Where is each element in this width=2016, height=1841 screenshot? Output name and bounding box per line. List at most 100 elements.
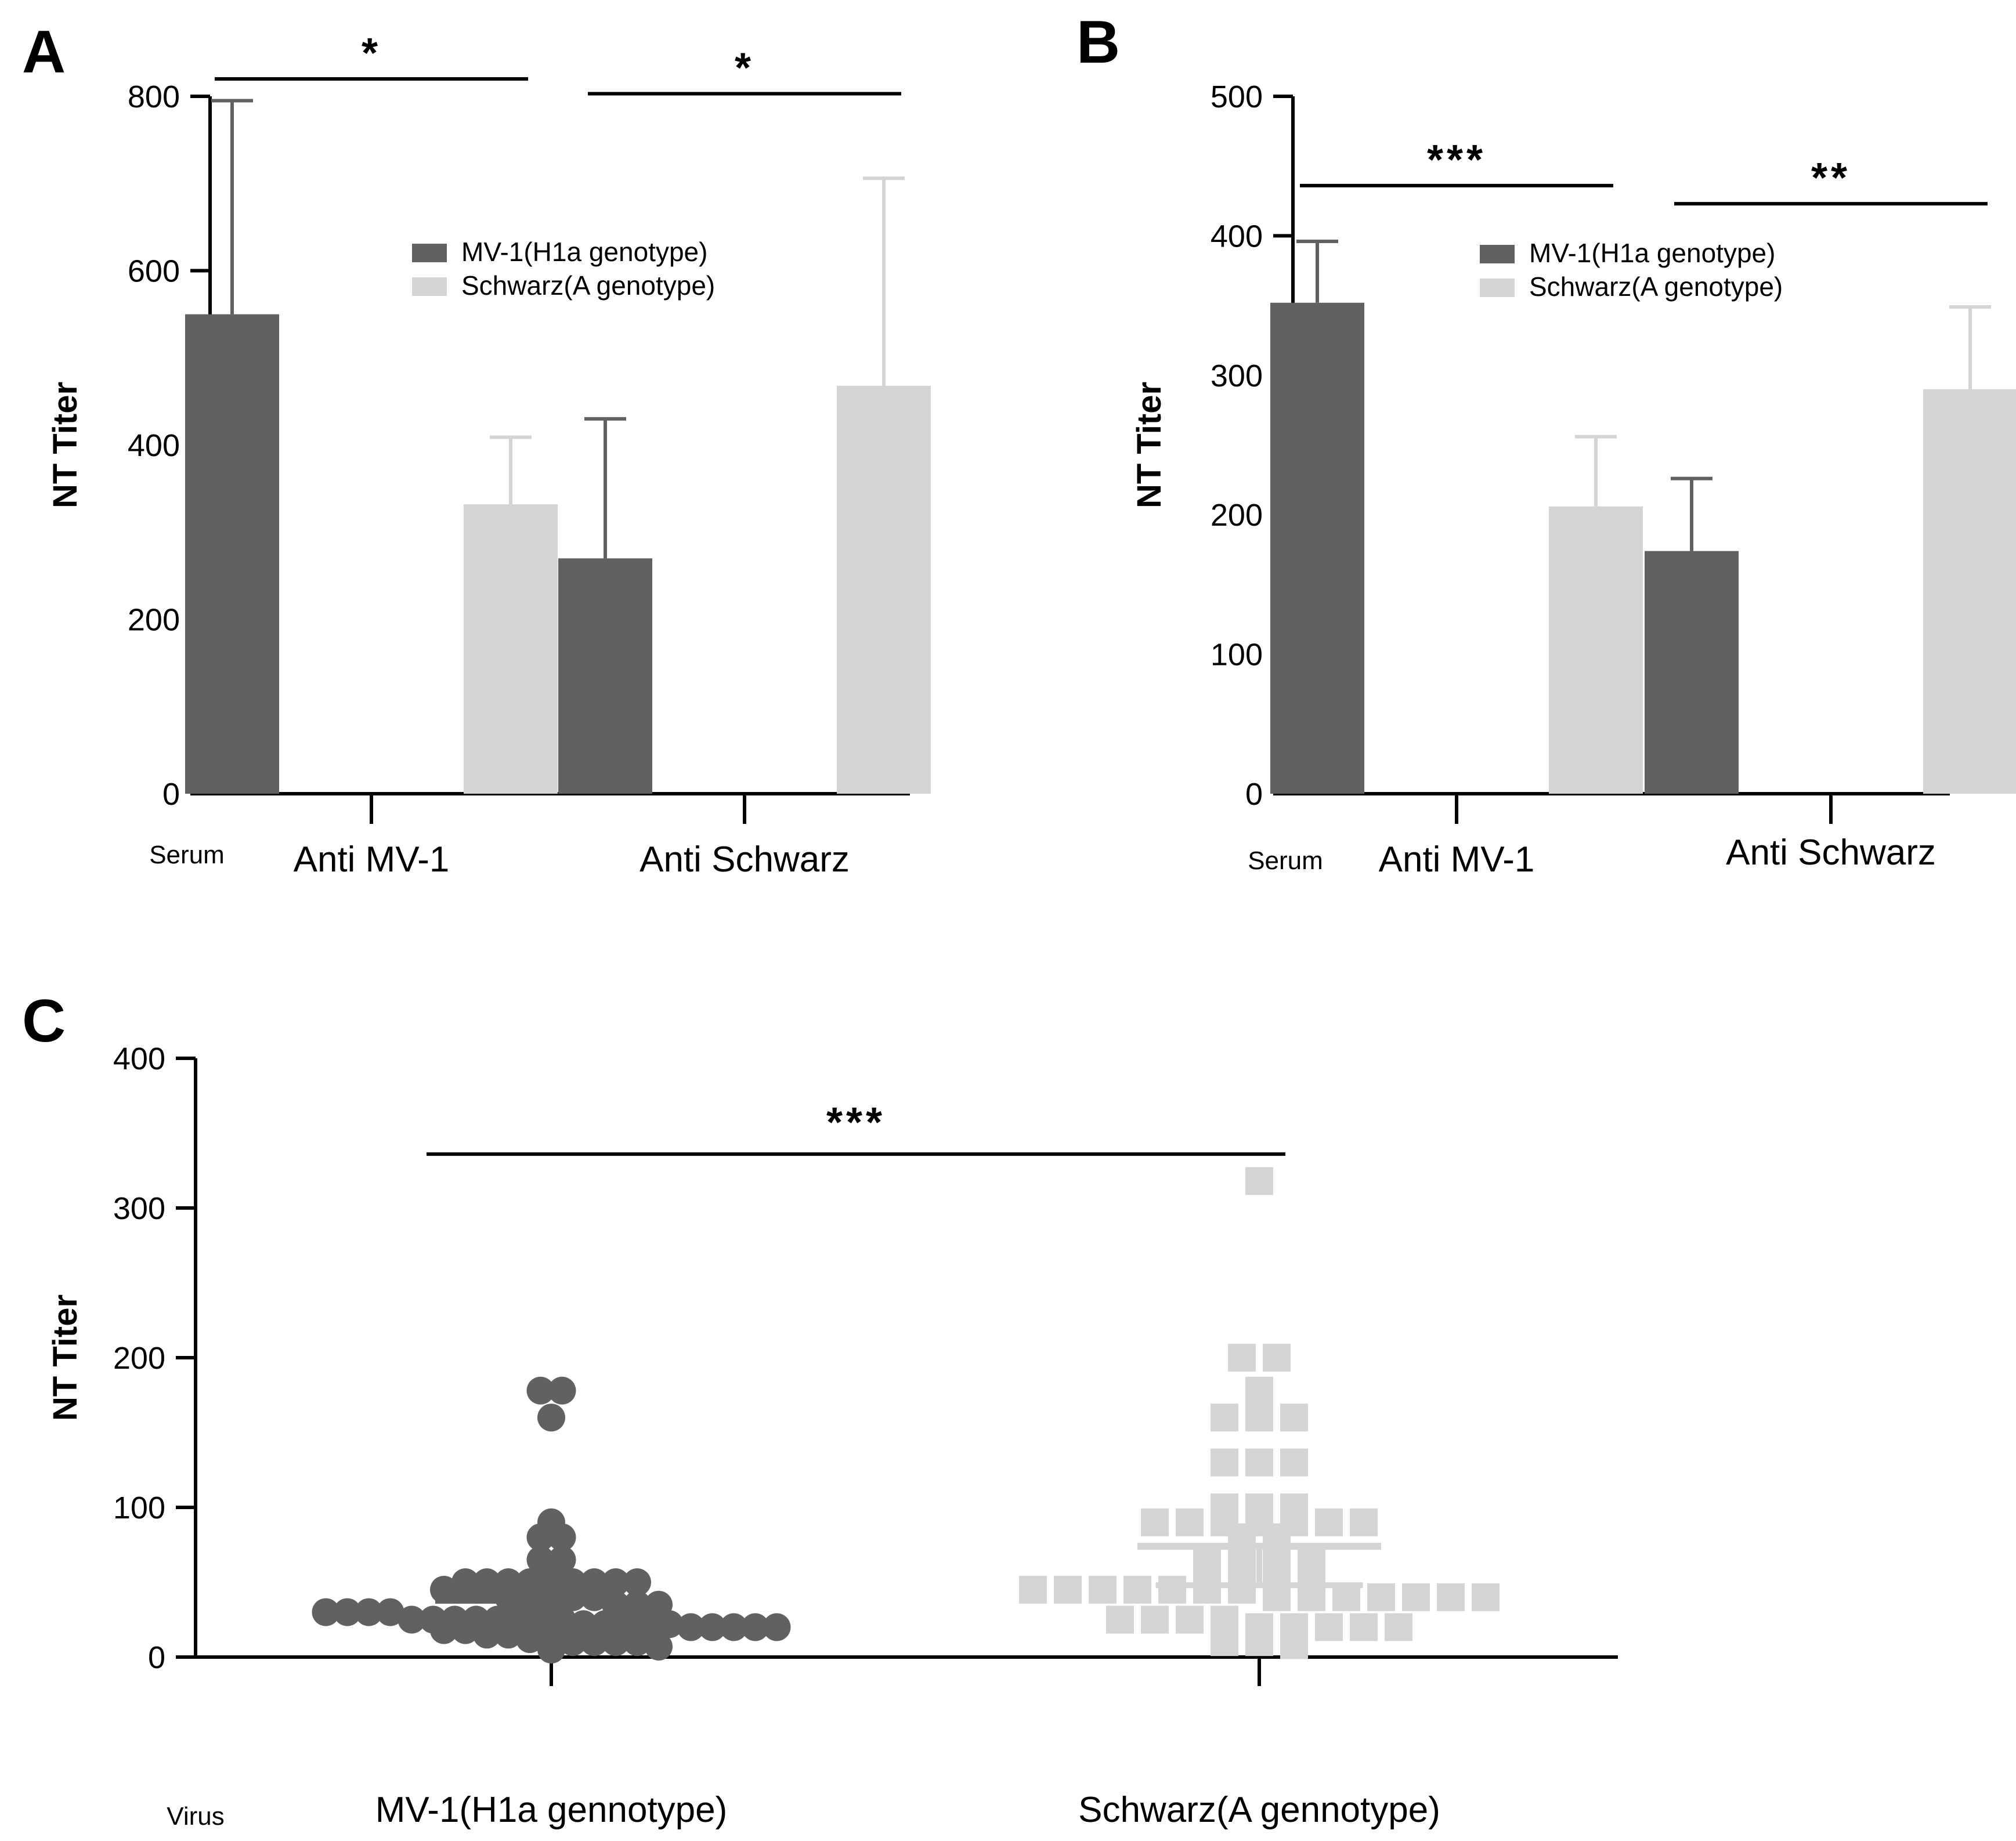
x-tick-label: Anti Schwarz	[640, 840, 850, 880]
data-point	[559, 1628, 587, 1656]
x-tick-label: Schwarz(A gennotype)	[1078, 1790, 1440, 1830]
data-point	[430, 1575, 458, 1604]
panel-letter: B	[1076, 9, 1120, 76]
data-point	[1176, 1508, 1204, 1536]
data-point	[1211, 1448, 1238, 1477]
data-point	[1315, 1613, 1343, 1641]
bar	[185, 314, 279, 794]
data-point	[516, 1625, 544, 1654]
data-point	[312, 1598, 340, 1626]
data-point	[1315, 1508, 1343, 1536]
data-point	[741, 1613, 769, 1641]
data-point	[526, 1376, 555, 1405]
data-point	[602, 1628, 630, 1656]
y-tick-label: 200	[1211, 498, 1263, 533]
x-group-label: Serum	[149, 841, 225, 869]
data-point	[398, 1605, 426, 1634]
data-point	[1141, 1605, 1169, 1634]
y-tick-label: 800	[128, 79, 180, 114]
y-tick-label: 400	[128, 428, 180, 463]
data-point	[1158, 1575, 1186, 1604]
data-point	[376, 1598, 404, 1626]
data-point	[1437, 1583, 1465, 1611]
data-point	[1280, 1448, 1308, 1477]
data-point	[1245, 1167, 1273, 1195]
data-point	[1245, 1448, 1273, 1477]
data-point	[1141, 1508, 1169, 1536]
data-point	[645, 1632, 673, 1661]
data-point	[1263, 1344, 1291, 1372]
data-point	[1245, 1376, 1273, 1405]
y-tick-label: 400	[113, 1041, 165, 1076]
legend-label: MV-1(H1a genotype)	[461, 237, 707, 267]
data-point	[548, 1523, 576, 1551]
legend-label: Schwarz(A genotype)	[461, 270, 715, 301]
x-tick-label: MV-1(H1a gennotype)	[375, 1790, 728, 1830]
data-point	[1176, 1605, 1204, 1634]
data-point	[1350, 1508, 1378, 1536]
data-point	[1123, 1575, 1151, 1604]
data-point	[1350, 1613, 1378, 1641]
y-tick-label: 300	[1211, 359, 1263, 393]
data-point	[1280, 1404, 1308, 1432]
x-group-label: Serum	[1248, 847, 1323, 875]
y-axis-label: NT Titer	[46, 1294, 84, 1421]
y-tick-label: 100	[1211, 638, 1263, 672]
data-point	[1193, 1575, 1221, 1604]
y-tick-label: 0	[162, 777, 180, 812]
data-point	[1211, 1628, 1238, 1656]
data-point	[698, 1613, 727, 1641]
data-point	[537, 1636, 565, 1664]
data-point	[623, 1628, 651, 1656]
legend-label: Schwarz(A genotype)	[1529, 272, 1783, 302]
data-point	[1245, 1404, 1273, 1432]
legend-label: MV-1(H1a genotype)	[1529, 238, 1775, 268]
data-point	[526, 1523, 555, 1551]
y-tick-label: 200	[128, 603, 180, 638]
data-point	[720, 1613, 748, 1641]
y-tick-label: 300	[113, 1191, 165, 1226]
panel-b: B 0 100 200 300 400 500 NT Titer Anti MV-1 Anti S…	[1076, 9, 2016, 880]
data-point	[763, 1613, 791, 1641]
data-point	[1211, 1404, 1238, 1432]
bar	[1923, 389, 2016, 794]
data-point	[655, 1610, 684, 1639]
y-tick-label: 600	[128, 254, 180, 289]
panel-a: A 0 200 400 600 800 NT Titer Anti MV-1 Anti Schw…	[22, 19, 931, 880]
bar	[1270, 302, 1364, 794]
bar	[464, 504, 558, 794]
x-tick-label: Anti MV-1	[294, 840, 450, 880]
y-tick-label: 400	[1211, 219, 1263, 254]
data-point	[548, 1376, 576, 1405]
data-point	[1280, 1631, 1308, 1659]
data-point	[333, 1598, 362, 1626]
significance-label: *	[735, 45, 754, 91]
y-tick-label: 0	[1245, 777, 1263, 812]
data-point	[1245, 1628, 1273, 1656]
data-point	[473, 1621, 501, 1649]
data-point	[430, 1616, 458, 1644]
data-point	[1054, 1575, 1082, 1604]
data-point	[1402, 1583, 1430, 1611]
bar	[837, 385, 931, 794]
legend-swatch	[412, 277, 447, 296]
y-tick-label: 0	[148, 1640, 165, 1675]
y-axis-label: NT Titer	[1130, 382, 1168, 508]
data-point	[355, 1598, 383, 1626]
data-point	[494, 1621, 522, 1649]
data-point	[1089, 1575, 1117, 1604]
data-point	[1228, 1575, 1256, 1604]
data-point	[548, 1546, 576, 1574]
y-tick-label: 200	[113, 1341, 165, 1376]
legend-swatch	[1480, 245, 1515, 263]
data-point	[1367, 1583, 1395, 1611]
legend-swatch	[412, 244, 447, 262]
significance-label: ***	[1427, 137, 1486, 183]
data-point	[1472, 1583, 1500, 1611]
significance-label: **	[1811, 155, 1851, 201]
data-point	[451, 1616, 479, 1644]
data-point	[677, 1613, 705, 1641]
panel-letter: C	[22, 988, 66, 1055]
x-tick-label: Anti Schwarz	[1726, 833, 1936, 873]
